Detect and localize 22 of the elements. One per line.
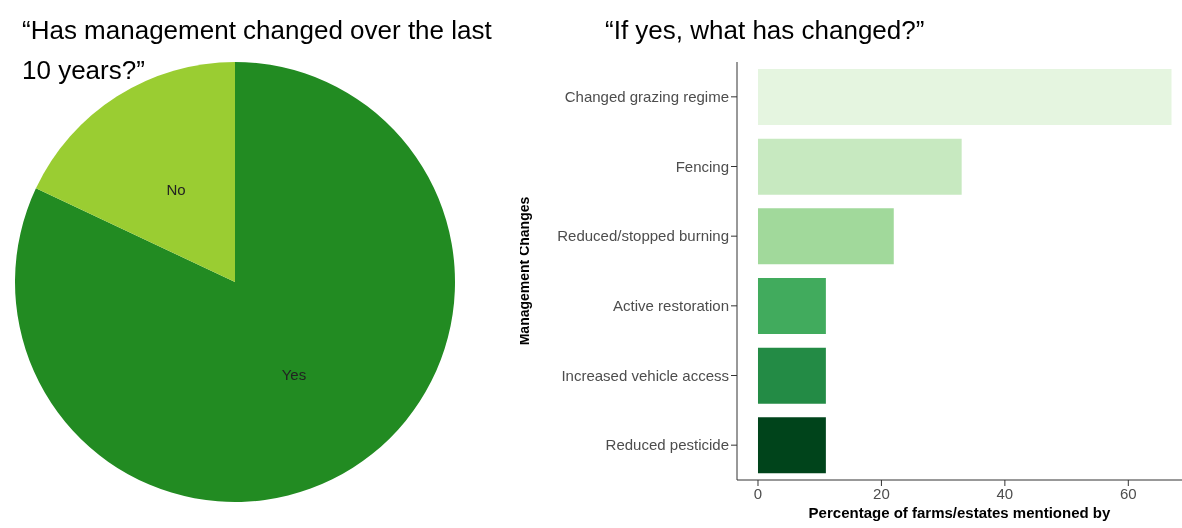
x-tick-label: 0 xyxy=(753,484,763,502)
y-tick-label: Changed grazing regime xyxy=(564,88,729,106)
chart-title: “Has management changed over the last 10 years?” xyxy=(22,14,493,87)
y-tick-label: Active restoration xyxy=(613,297,729,315)
slice-label: Yes xyxy=(281,366,307,384)
x-axis-title: Percentage of farms/estates mentioned by xyxy=(808,504,1112,521)
bar xyxy=(757,68,1172,125)
x-tick-label: 20 xyxy=(873,484,890,502)
x-tick-label: 60 xyxy=(1119,484,1137,502)
slice-label: No xyxy=(166,180,186,198)
bar xyxy=(757,347,826,404)
y-tick-label: Fencing xyxy=(675,157,729,175)
pie-slice xyxy=(15,62,455,502)
bar xyxy=(757,417,826,474)
x-tick-label: 40 xyxy=(996,484,1014,502)
y-tick-label: Reduced pesticide xyxy=(605,436,729,454)
bar xyxy=(757,208,894,265)
chart-title: “If yes, what has changed?” xyxy=(605,14,925,47)
bar xyxy=(757,277,826,334)
bar xyxy=(757,138,962,195)
y-tick-label: Reduced/stopped burning xyxy=(557,227,729,245)
y-tick-label: Increased vehicle access xyxy=(561,366,729,384)
